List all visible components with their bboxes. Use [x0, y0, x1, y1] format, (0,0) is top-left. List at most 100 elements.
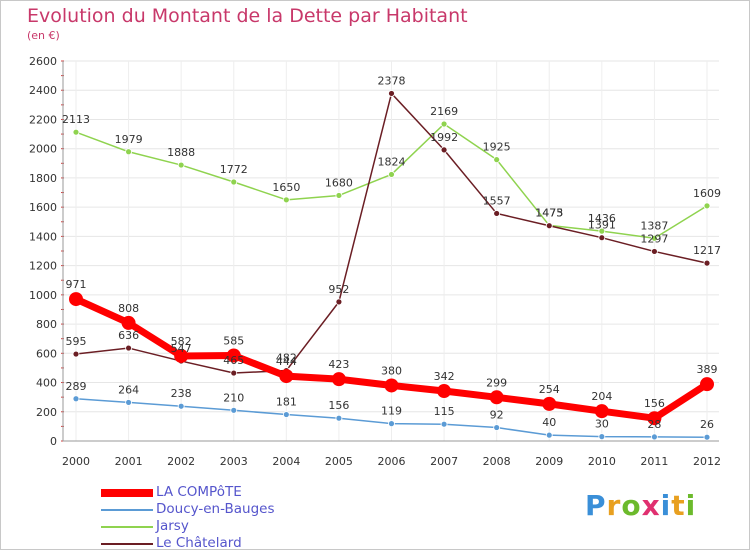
series-point-1-2002 [177, 402, 185, 410]
data-label-0-2001: 808 [118, 302, 139, 315]
y-tick-label-200: 200 [36, 406, 57, 419]
series-point-1-2003 [230, 406, 238, 414]
legend-item-2: Jarsy [101, 518, 361, 535]
data-label-3-2004: 482 [276, 352, 297, 365]
legend-label-2: Jarsy [156, 518, 189, 534]
y-tick-label-800: 800 [36, 318, 57, 331]
x-tick-label-2009: 2009 [535, 455, 563, 468]
series-point-1-2010 [598, 433, 606, 441]
series-point-2-2002 [177, 161, 185, 169]
data-label-3-2007: 1992 [430, 131, 458, 144]
data-label-3-2009: 1473 [535, 207, 563, 220]
data-label-2-2000: 2113 [62, 113, 90, 126]
logo-letter-6: i [685, 489, 697, 522]
series-point-1-2008 [493, 424, 501, 431]
series-point-1-2006 [388, 420, 395, 428]
series-point-0-2000 [69, 292, 83, 307]
series-point-1-2001 [125, 399, 132, 406]
data-label-3-2002: 547 [171, 342, 192, 355]
data-label-0-2011: 156 [644, 397, 665, 410]
data-label-3-2000: 595 [66, 335, 87, 348]
data-label-3-2003: 465 [223, 354, 244, 367]
line-chart: 0 200 400 600 800 1000 1200 1400 1600 1800 2000 220… [29, 55, 721, 468]
legend-item-3: Le Châtelard [101, 535, 361, 552]
series-point-3-2001 [125, 344, 132, 352]
logo-letter-4: i [660, 489, 672, 522]
series-point-0-2003 [226, 348, 241, 363]
logo-letter-1: r [606, 489, 622, 522]
legend-swatch-0 [101, 489, 153, 497]
data-label-2-2007: 2169 [430, 105, 458, 118]
x-tick-label-2003: 2003 [220, 455, 248, 468]
y-tick-label-1800: 1800 [29, 172, 57, 185]
data-label-0-2008: 299 [486, 376, 507, 389]
data-label-0-2009: 254 [539, 383, 560, 396]
x-tick-label-2005: 2005 [325, 455, 353, 468]
data-label-1-2011: 28 [647, 418, 661, 431]
series-point-2-2003 [230, 178, 238, 186]
data-label-3-2005: 952 [328, 283, 349, 296]
data-label-3-2008: 1557 [483, 194, 511, 207]
series-point-1-2005 [335, 414, 343, 422]
x-tick-label-2006: 2006 [378, 455, 406, 468]
data-label-3-2001: 636 [118, 329, 139, 342]
series-point-1-2007 [440, 420, 448, 428]
series-point-2-2006 [388, 171, 395, 178]
series-point-2-2007 [440, 120, 448, 128]
logo-letter-5: t [671, 489, 686, 522]
data-label-1-2008: 92 [490, 409, 504, 422]
series-point-0-2005 [331, 372, 346, 387]
legend-label-3: Le Châtelard [156, 535, 242, 551]
data-label-3-2011: 1297 [640, 232, 668, 245]
data-label-1-2005: 156 [328, 399, 349, 412]
legend-label-1: Doucy-en-Bauges [156, 501, 275, 517]
y-tick-label-1600: 1600 [29, 201, 57, 214]
data-label-2-2001: 1979 [115, 133, 143, 146]
data-label-2-2004: 1650 [272, 181, 300, 194]
data-label-0-2000: 971 [66, 278, 87, 291]
data-label-2-2011: 1387 [640, 219, 668, 232]
data-label-2-2009: 1475 [535, 206, 563, 219]
series-point-3-2008 [493, 210, 501, 217]
y-tick-label-1000: 1000 [29, 289, 57, 302]
data-label-1-2010: 30 [595, 418, 609, 431]
data-label-3-2010: 1391 [588, 219, 616, 232]
logo-letter-3: x [641, 489, 661, 522]
series-point-2-2010 [598, 227, 606, 235]
data-label-2-2005: 1680 [325, 176, 353, 189]
y-tick-label-2400: 2400 [29, 84, 57, 97]
x-tick-label-2004: 2004 [272, 455, 300, 468]
y-tick-label-1400: 1400 [29, 230, 57, 243]
series-point-2-2012 [703, 202, 711, 210]
legend-item-0: LA COMPôTE [101, 484, 361, 501]
series-point-3-2000 [72, 350, 80, 358]
chart-title: Evolution du Montant de la Dette par Hab… [27, 5, 468, 27]
data-label-0-2004: 444 [276, 355, 297, 368]
series-point-2-2004 [282, 196, 290, 204]
logo-letter-0: P [585, 489, 607, 522]
x-tick-label-2001: 2001 [115, 455, 143, 468]
data-label-1-2006: 119 [381, 405, 402, 418]
series-point-3-2009 [545, 222, 553, 230]
y-tick-label-400: 400 [36, 377, 57, 390]
x-tick-label-2000: 2000 [62, 455, 90, 468]
data-label-0-2003: 585 [223, 335, 244, 348]
y-tick-label-0: 0 [50, 435, 57, 448]
series-point-0-2007 [437, 384, 452, 399]
series-point-0-2010 [594, 404, 609, 419]
legend-label-0: LA COMPôTE [156, 484, 242, 500]
data-label-2-2012: 1609 [693, 187, 721, 200]
data-label-1-2012: 26 [700, 418, 714, 431]
series-point-3-2007 [440, 146, 448, 154]
data-label-1-2004: 181 [276, 396, 297, 409]
data-label-2-2003: 1772 [220, 163, 248, 176]
series-point-1-2011 [651, 433, 658, 441]
series-point-0-2006 [384, 378, 399, 393]
data-label-2-2006: 1824 [378, 155, 406, 168]
legend: LA COMPôTE Doucy-en-Bauges Jarsy Le Châtela… [101, 484, 361, 552]
series-point-2-2000 [72, 128, 80, 136]
series-point-0-2009 [542, 396, 557, 411]
series-point-0-2002 [174, 348, 189, 363]
data-label-1-2003: 210 [223, 391, 244, 404]
series-point-3-2003 [230, 369, 238, 377]
